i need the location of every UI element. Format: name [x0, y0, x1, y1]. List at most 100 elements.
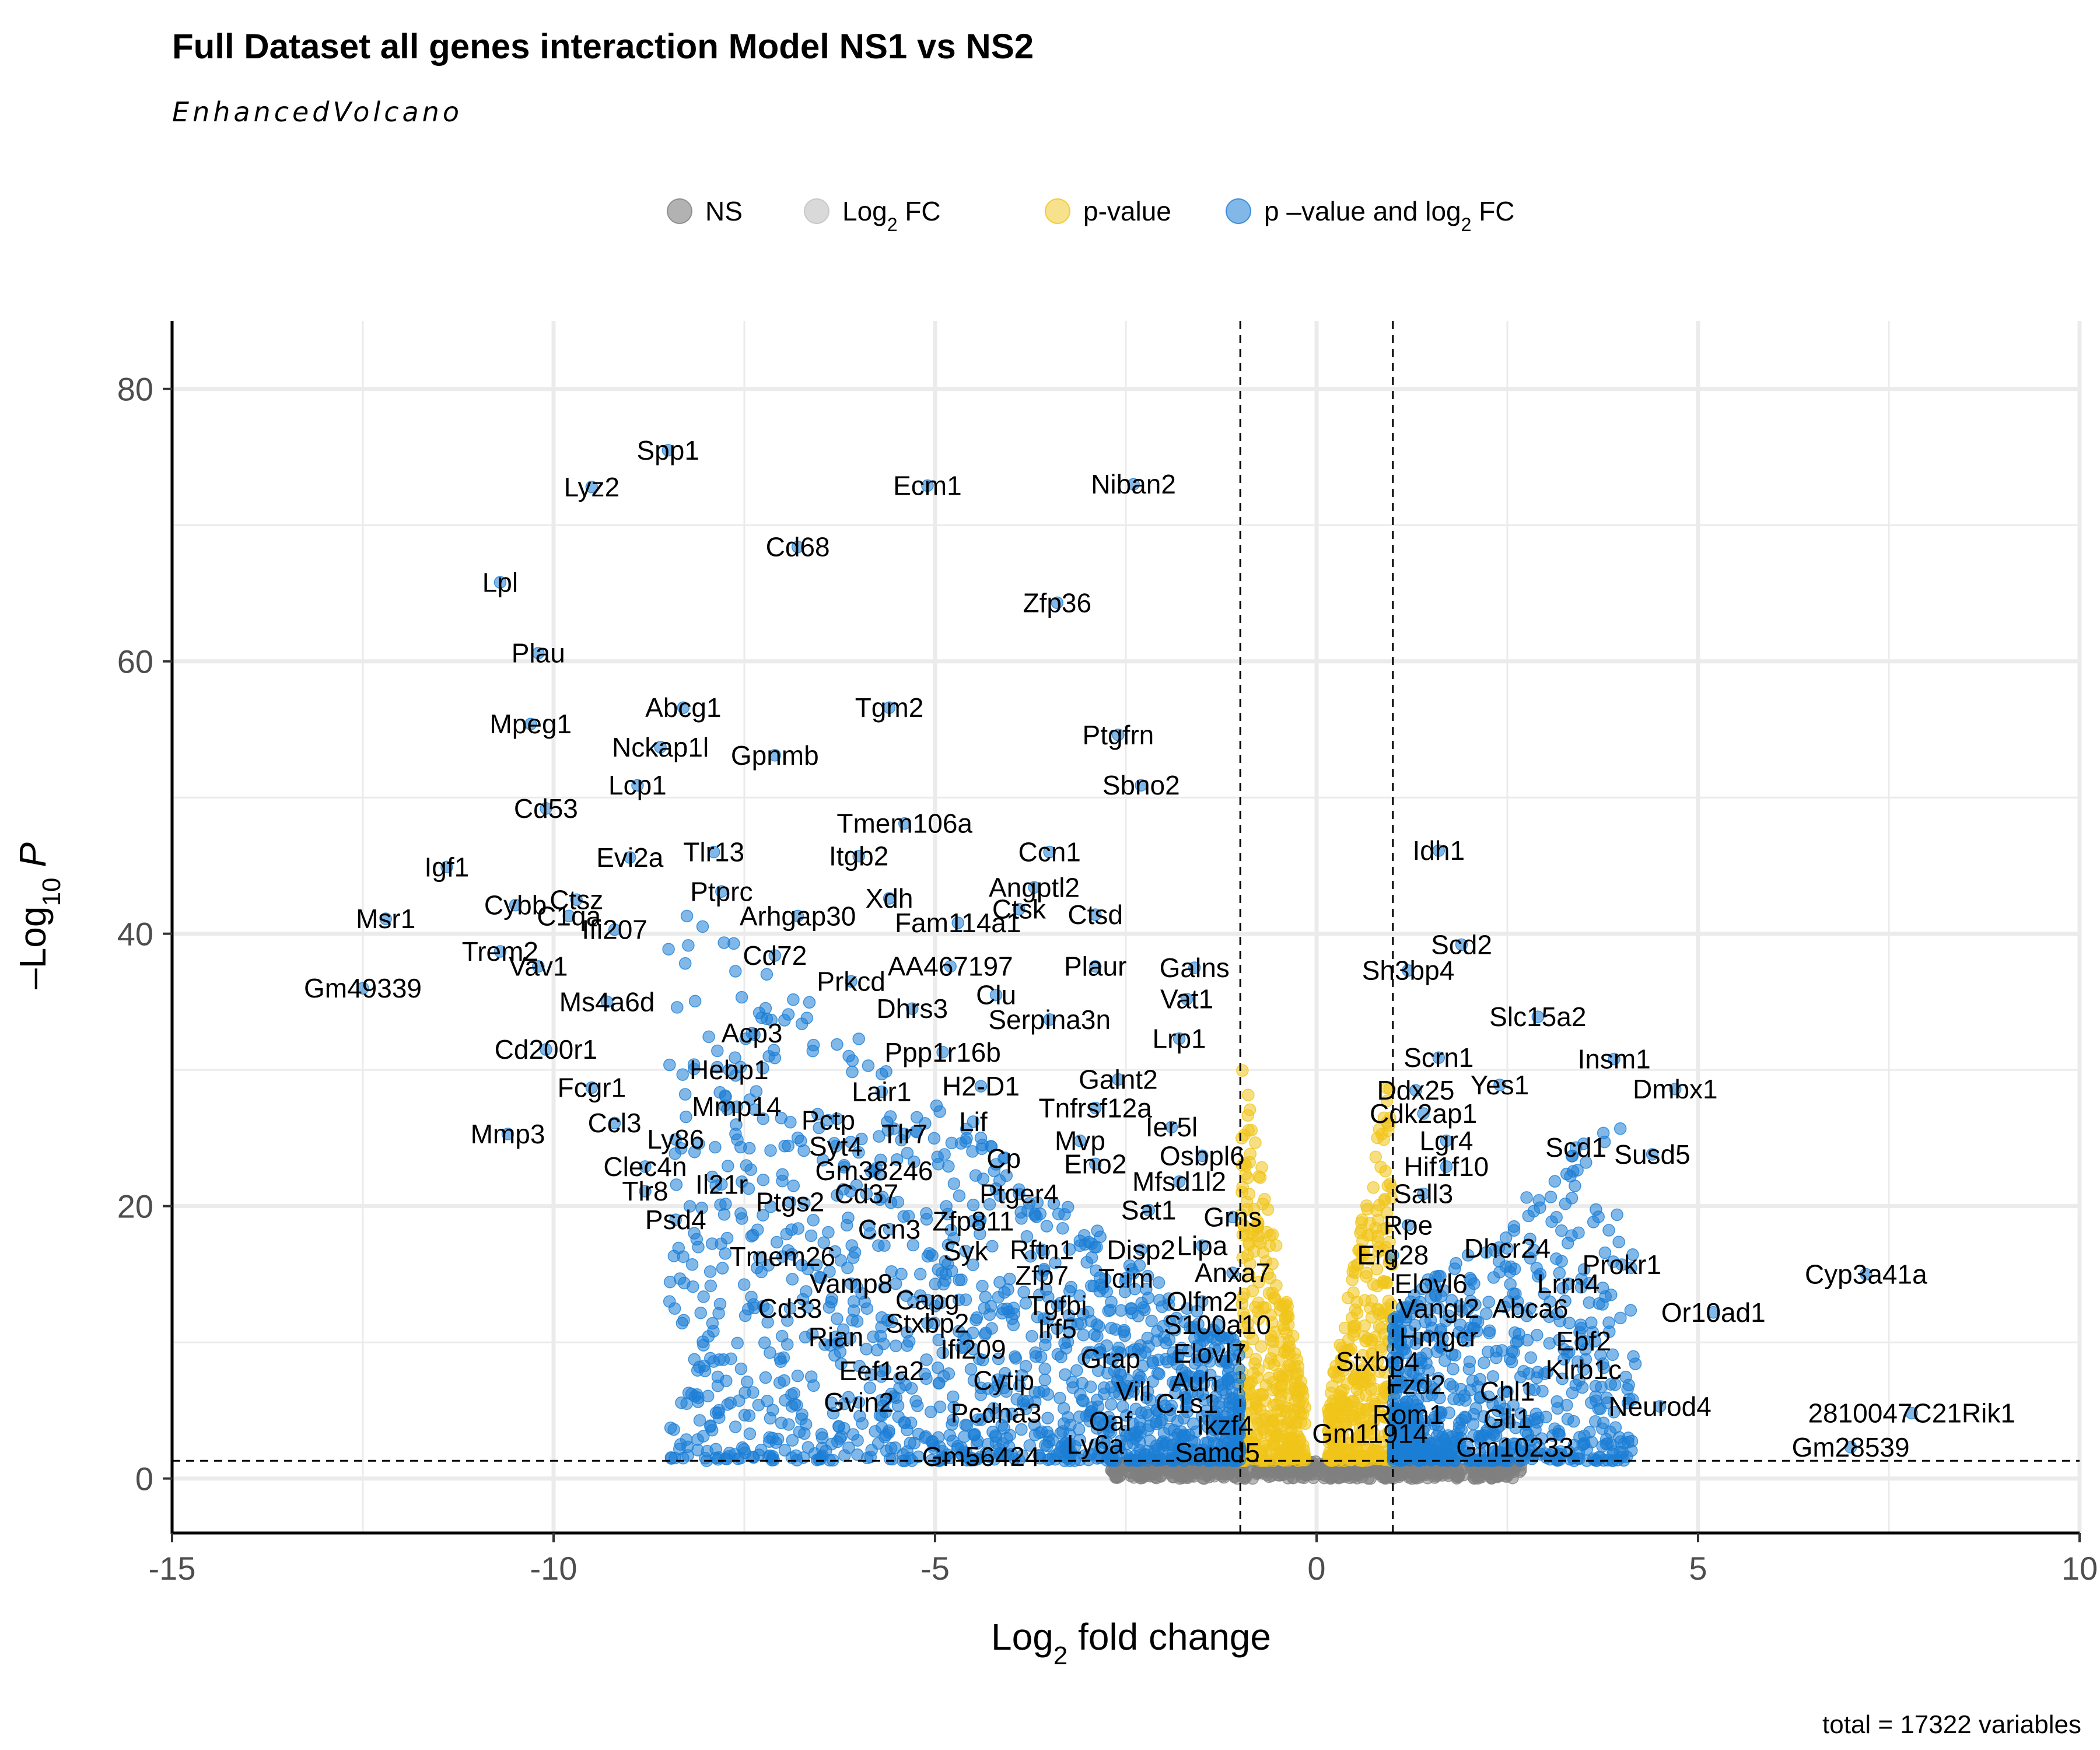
gene-label: Lair1	[852, 1077, 911, 1107]
data-point	[1271, 1419, 1284, 1433]
gene-label: Ikzf4	[1196, 1410, 1253, 1441]
data-point	[1259, 1409, 1272, 1422]
data-point	[953, 1189, 966, 1202]
data-point	[1141, 1444, 1154, 1458]
data-point	[1026, 1329, 1038, 1343]
data-point	[1555, 1255, 1568, 1268]
data-point	[851, 1434, 864, 1447]
data-point	[1324, 1398, 1337, 1411]
gene-label: Mmp14	[692, 1091, 781, 1122]
data-point	[775, 1329, 789, 1343]
gene-label: Ifi209	[940, 1334, 1006, 1364]
data-point	[1365, 1294, 1378, 1307]
gene-label: Tgm2	[855, 692, 924, 723]
data-point	[1252, 1276, 1265, 1289]
data-point	[1261, 1226, 1273, 1239]
gene-label: Plaur	[1064, 951, 1126, 982]
gene-label: Elovl7	[1173, 1338, 1246, 1368]
data-point	[820, 1444, 832, 1457]
data-point	[1074, 1388, 1087, 1401]
data-point	[1360, 1199, 1373, 1212]
legend-label: NS	[705, 196, 743, 226]
data-point	[1502, 1468, 1514, 1481]
data-point	[688, 995, 702, 1008]
data-point	[675, 1396, 688, 1409]
data-point	[1276, 1373, 1289, 1386]
gene-label: Lrp1	[1153, 1024, 1206, 1054]
y-tick-label: 60	[117, 643, 153, 680]
gene-label: Vat1	[1160, 984, 1213, 1014]
gene-label: Vav1	[509, 951, 568, 982]
gene-label: Tlr13	[683, 837, 744, 867]
data-point	[1282, 1446, 1294, 1459]
data-point	[698, 1359, 710, 1373]
data-point	[1532, 1194, 1545, 1207]
gene-label: Eno2	[1064, 1149, 1126, 1179]
data-point	[1446, 1380, 1460, 1393]
gene-label: Ptgs2	[756, 1187, 825, 1217]
gene-label: Nckap1l	[612, 732, 709, 762]
gene-label: Irf5	[1038, 1314, 1076, 1344]
caption: total = 17322 variables	[1822, 1710, 2081, 1739]
data-point	[1599, 1290, 1612, 1303]
data-point	[815, 1427, 828, 1441]
gene-label: Ly6a	[1067, 1429, 1124, 1460]
data-point	[1459, 1394, 1472, 1407]
gene-label: Ebf2	[1556, 1326, 1611, 1356]
data-point	[1367, 1181, 1380, 1194]
gene-label: Gm49339	[304, 973, 422, 1003]
data-point	[785, 1388, 798, 1401]
gene-label: Slc15a2	[1489, 1002, 1586, 1032]
data-point	[1290, 1367, 1303, 1381]
data-point	[785, 1451, 799, 1464]
data-point	[1482, 1345, 1494, 1359]
gene-label: Galns	[1160, 953, 1230, 983]
gene-label: Ccn3	[858, 1214, 921, 1244]
data-point	[1277, 1318, 1290, 1332]
data-point	[870, 1343, 884, 1357]
data-point	[1105, 1296, 1118, 1308]
gene-label: Pcdha3	[951, 1398, 1042, 1429]
gene-labels: Spp1 Lyz2 Ecm1 Niban2 Cd68 Lpl Zfp36 Plau Abcg1 T…	[304, 435, 2015, 1472]
data-point	[1609, 1421, 1622, 1434]
data-point	[1249, 1136, 1262, 1149]
data-point	[1339, 1417, 1352, 1430]
data-point	[711, 1044, 724, 1058]
gene-label: Vangl2	[1398, 1293, 1479, 1324]
data-point	[741, 1303, 755, 1316]
data-point	[942, 1367, 956, 1380]
data-point	[778, 1139, 791, 1153]
gene-label: Il21r	[695, 1169, 747, 1199]
data-point	[1251, 1220, 1264, 1233]
data-point	[1009, 1352, 1023, 1365]
data-point	[735, 991, 748, 1004]
data-point	[996, 1307, 1009, 1320]
data-point	[1555, 1224, 1568, 1237]
data-point	[1447, 1363, 1460, 1376]
data-point	[895, 1268, 908, 1280]
data-point	[992, 1291, 1005, 1304]
data-point	[923, 1247, 936, 1260]
data-point	[787, 993, 800, 1006]
data-point	[1559, 1197, 1572, 1210]
gene-label: Lpl	[482, 567, 518, 597]
gene-label: Fam114a1	[895, 908, 1021, 938]
data-point	[1487, 1271, 1500, 1284]
data-point	[1150, 1334, 1163, 1347]
x-tick-label: -10	[530, 1550, 578, 1587]
gene-label: Ms4a6d	[559, 986, 655, 1017]
data-point	[743, 1142, 756, 1155]
gene-label: Syk	[943, 1236, 989, 1266]
data-point	[1137, 1301, 1150, 1314]
data-point	[953, 1273, 965, 1287]
data-point	[1238, 1128, 1251, 1142]
data-point	[911, 1399, 924, 1412]
data-point	[1415, 1467, 1427, 1480]
data-point	[989, 1430, 1003, 1443]
data-point	[1587, 1216, 1600, 1228]
data-point	[693, 1414, 706, 1427]
data-point	[1332, 1389, 1346, 1402]
gene-label: Psd4	[645, 1205, 706, 1235]
data-point	[712, 1307, 725, 1320]
gene-label: Cd53	[514, 793, 578, 824]
